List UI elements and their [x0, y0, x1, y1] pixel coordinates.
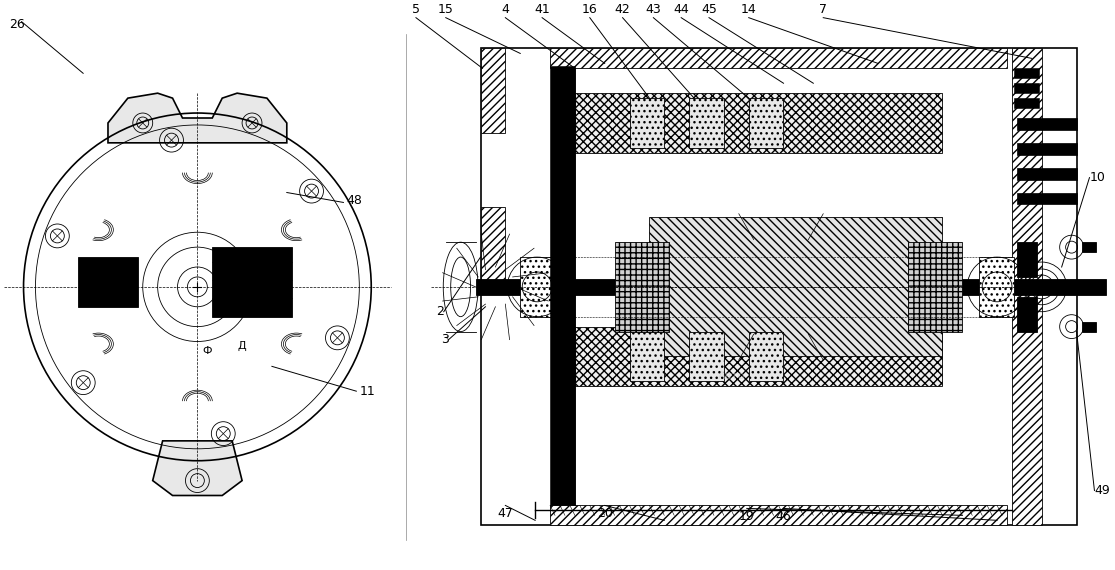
Text: 5: 5	[411, 3, 420, 16]
Bar	[481, 207, 505, 287]
Text: 11: 11	[359, 385, 375, 398]
Text: B: B	[253, 287, 261, 297]
Bar	[475, 279, 1106, 295]
Bar	[1017, 118, 1077, 130]
Text: 49: 49	[1095, 484, 1111, 497]
Text: 10: 10	[1089, 171, 1105, 184]
Bar	[212, 247, 292, 317]
Polygon shape	[108, 93, 287, 143]
Text: 2: 2	[436, 305, 444, 318]
Bar	[1017, 242, 1037, 277]
Bar	[689, 98, 724, 148]
Polygon shape	[153, 441, 242, 495]
Bar	[1017, 168, 1077, 180]
Bar	[1017, 143, 1077, 155]
Text: 47: 47	[497, 507, 513, 520]
Bar	[979, 257, 1014, 317]
Text: 4: 4	[502, 3, 510, 16]
Text: 20: 20	[597, 507, 612, 520]
Text: 15: 15	[438, 3, 454, 16]
Text: 14: 14	[740, 3, 757, 16]
Text: 3: 3	[440, 333, 448, 346]
Bar	[614, 242, 669, 332]
Text: Ф: Ф	[203, 347, 212, 356]
Text: 7: 7	[820, 3, 827, 16]
Bar	[521, 257, 555, 317]
Bar	[78, 257, 138, 307]
Bar	[649, 217, 942, 356]
Bar	[550, 506, 1007, 526]
Bar	[630, 332, 665, 381]
Bar	[630, 98, 665, 148]
Text: +: +	[233, 275, 241, 285]
Text: 16: 16	[582, 3, 598, 16]
Bar	[1017, 297, 1037, 332]
Text: Д: Д	[237, 341, 246, 352]
Bar	[749, 332, 784, 381]
Text: 42: 42	[614, 3, 630, 16]
Bar	[689, 332, 724, 381]
Bar	[227, 272, 252, 302]
Bar	[1082, 321, 1096, 332]
Bar	[575, 93, 942, 153]
Bar	[1014, 83, 1039, 93]
Text: Авто: Авто	[718, 371, 745, 381]
Bar	[481, 48, 1077, 526]
Bar	[1017, 193, 1077, 205]
Text: 46: 46	[776, 510, 792, 523]
Bar	[481, 48, 505, 133]
Bar	[550, 48, 1007, 68]
Bar	[550, 66, 575, 506]
Bar	[749, 98, 784, 148]
Text: 45: 45	[701, 3, 717, 16]
Bar	[1014, 68, 1039, 78]
Bar	[908, 242, 962, 332]
Bar	[1012, 48, 1041, 526]
Bar	[575, 327, 942, 386]
Text: 19: 19	[739, 510, 755, 523]
Text: 44: 44	[673, 3, 689, 16]
Text: 41: 41	[534, 3, 550, 16]
Bar	[1014, 98, 1039, 108]
Text: 26: 26	[9, 18, 25, 31]
Text: 48: 48	[347, 194, 362, 207]
Bar	[1082, 242, 1096, 252]
Text: 43: 43	[646, 3, 661, 16]
